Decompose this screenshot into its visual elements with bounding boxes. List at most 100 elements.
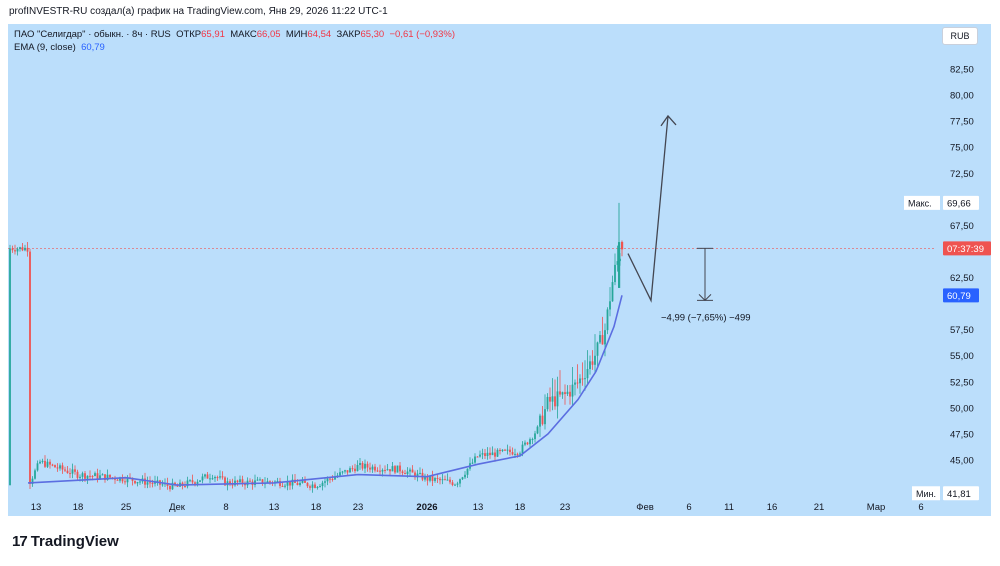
- candle-body: [301, 480, 304, 483]
- candle-body: [586, 369, 589, 379]
- candle-body: [239, 479, 241, 483]
- candle-body: [381, 469, 384, 472]
- candle-body: [351, 468, 354, 470]
- candle-body: [194, 482, 196, 484]
- candle-body: [196, 481, 199, 484]
- y-tick-label: 55,00: [950, 351, 974, 362]
- candle-body: [609, 301, 611, 310]
- candle-body: [74, 469, 76, 472]
- x-tick-label: 25: [121, 502, 132, 513]
- symbol-name[interactable]: ПАО "Селигдар" · обыкн. · 8ч · RUS: [14, 29, 171, 40]
- candle-body: [316, 486, 319, 488]
- candle-body: [51, 464, 54, 466]
- candle-body: [479, 454, 481, 457]
- candle-body: [524, 442, 526, 445]
- candle-body: [391, 466, 394, 472]
- candle-body: [386, 469, 389, 471]
- candle-body: [331, 479, 334, 481]
- x-tick-label: Фев: [636, 502, 654, 513]
- candle-body: [229, 481, 231, 485]
- candle-body: [604, 330, 606, 345]
- high-label: МАКС: [230, 29, 257, 40]
- legend-ema[interactable]: EMA (9, close) 60,79: [14, 42, 105, 53]
- candle-body: [361, 463, 364, 469]
- open-value: 65,91: [201, 29, 225, 40]
- tradingview-logo[interactable]: 17 TradingView: [12, 533, 119, 550]
- candle-body: [329, 478, 331, 480]
- candle-body: [281, 485, 284, 487]
- ema-price-label-bg: [943, 288, 979, 303]
- open-label: ОТКР: [176, 29, 202, 40]
- candle-body: [341, 471, 344, 473]
- x-tick-label: 6: [918, 502, 923, 513]
- high-value: 66,05: [256, 29, 281, 40]
- candle-body: [79, 476, 81, 478]
- candle-body: [511, 452, 514, 455]
- candle-body: [449, 479, 451, 483]
- measure-annotation: −4,99 (−7,65%) −499: [661, 312, 751, 323]
- candle-body: [84, 473, 86, 479]
- candle-body: [234, 480, 236, 486]
- chart-panel[interactable]: 82,50 80,00 77,50 75,00 72,50 67,50 62,50 57,50…: [8, 24, 991, 516]
- candle-body: [504, 449, 506, 451]
- candle-body: [584, 378, 586, 380]
- candle-body: [311, 484, 314, 488]
- candle-body: [14, 250, 16, 252]
- x-tick-label: 18: [311, 502, 322, 513]
- candle-body: [44, 460, 46, 467]
- candle-body: [91, 475, 94, 477]
- candle-body: [59, 465, 61, 469]
- candle-body: [396, 465, 399, 473]
- y-tick-label: 50,00: [950, 403, 974, 414]
- x-tick-label: 6: [686, 502, 691, 513]
- candle-body: [581, 378, 584, 380]
- candle-body: [346, 470, 349, 473]
- candle-body: [224, 477, 226, 486]
- price-chart[interactable]: 82,50 80,00 77,50 75,00 72,50 67,50 62,50 57,50…: [8, 24, 991, 516]
- candle-body: [369, 467, 371, 470]
- candle-body: [216, 477, 219, 479]
- candle-body: [326, 478, 329, 482]
- max-price-label: 69,66: [947, 198, 971, 209]
- candle-body: [519, 453, 521, 455]
- candle-body: [371, 466, 374, 470]
- candle-body: [431, 475, 434, 481]
- candle-body: [541, 415, 544, 425]
- candle-body: [334, 476, 336, 480]
- candle-body: [618, 242, 621, 288]
- candle-body: [496, 449, 499, 457]
- candle-body: [19, 247, 21, 249]
- candle-body: [359, 463, 361, 466]
- candle-body: [616, 261, 619, 265]
- currency-button[interactable]: RUB: [942, 27, 978, 45]
- candle-body: [579, 378, 581, 384]
- candle-body: [29, 251, 31, 484]
- y-tick-label: 62,50: [950, 273, 974, 284]
- max-caption: Макс.: [908, 198, 932, 208]
- candle-body: [49, 461, 51, 465]
- candle-body: [494, 452, 496, 457]
- candle-body: [379, 470, 381, 472]
- candle-body: [314, 484, 316, 488]
- candle-body: [36, 463, 39, 471]
- candle-body: [516, 453, 519, 455]
- candle-body: [534, 433, 536, 440]
- candle-body: [241, 479, 244, 484]
- candle-body: [411, 469, 414, 473]
- x-tick-label: 13: [473, 502, 484, 513]
- candle-body: [531, 439, 534, 441]
- candle-body: [434, 478, 436, 481]
- candle-body: [89, 475, 91, 477]
- candle-body: [146, 482, 149, 485]
- candle-body: [106, 474, 109, 480]
- candle-body: [64, 469, 66, 471]
- candle-body: [356, 465, 359, 472]
- candle-body: [34, 470, 36, 479]
- candle-body: [104, 474, 106, 480]
- candle-body: [156, 480, 159, 482]
- candle-body: [134, 480, 136, 484]
- candle-body: [589, 361, 591, 370]
- candle-body: [384, 469, 386, 471]
- candle-body: [376, 470, 379, 472]
- candle-body: [144, 478, 146, 485]
